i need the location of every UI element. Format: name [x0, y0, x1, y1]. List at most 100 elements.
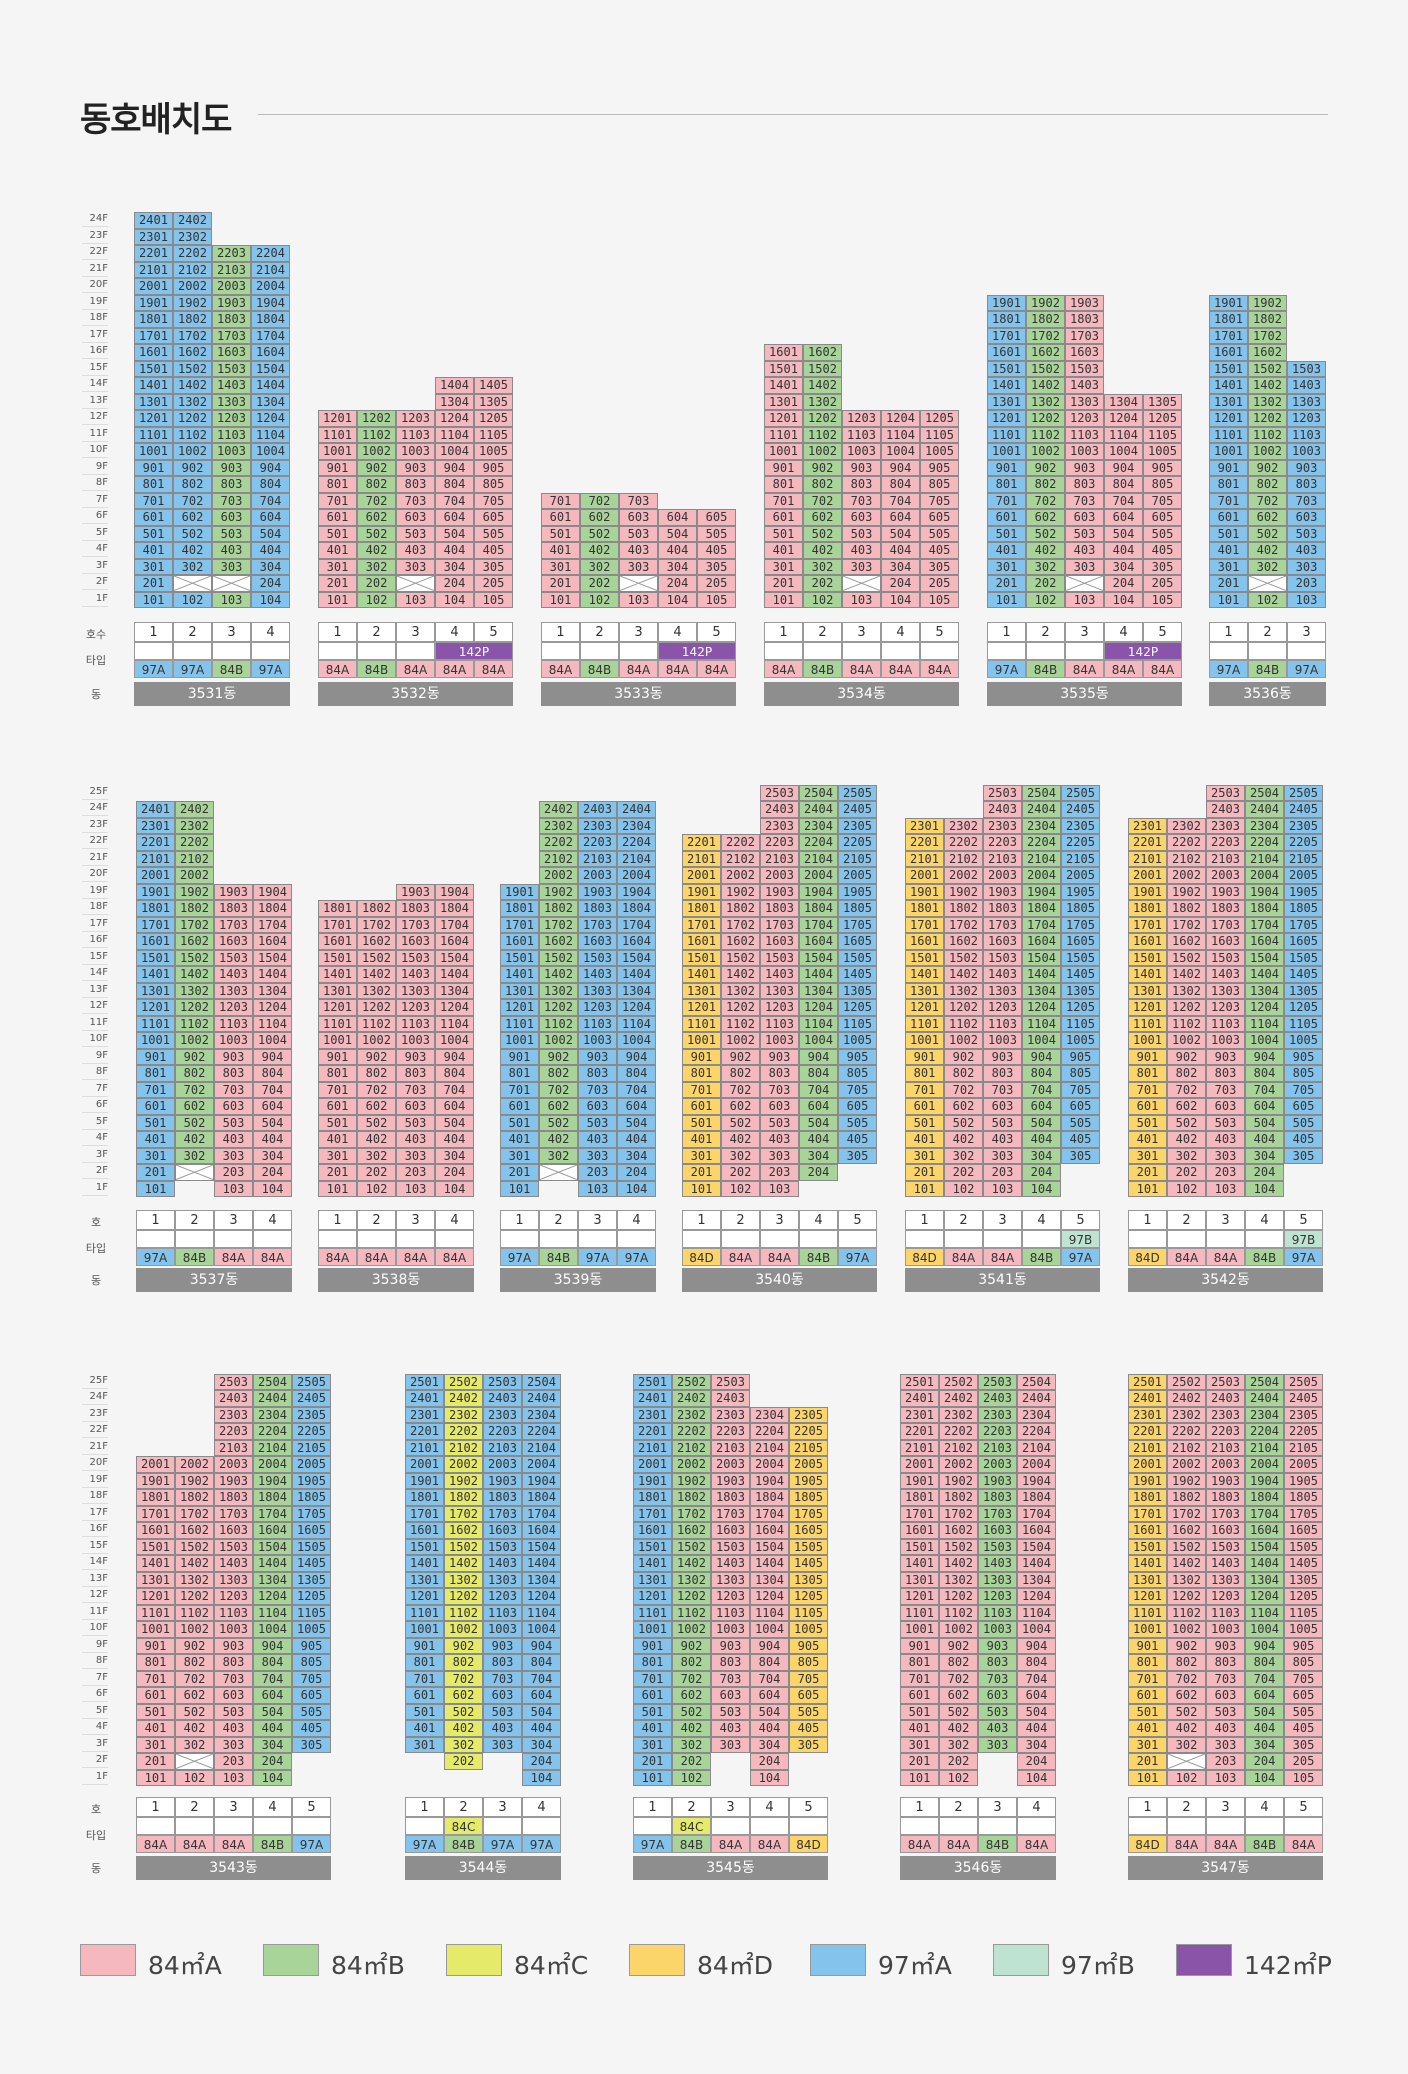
unit-cell: 103	[214, 1180, 253, 1197]
unit-cell: 2301	[900, 1406, 939, 1423]
unit-cell: 801	[405, 1654, 444, 1671]
unit-cell: 1804	[1022, 900, 1061, 917]
unit-cell: 503	[578, 1114, 617, 1131]
unit-cell: 1904	[617, 883, 656, 900]
unit-cell: 1202	[175, 1588, 214, 1605]
unit-cell: 1903	[1206, 883, 1245, 900]
unit-cell: 1703	[396, 916, 435, 933]
unit-cell: 401	[987, 542, 1026, 559]
unit-cell: 1201	[682, 999, 721, 1016]
unit-cell: 501	[764, 525, 803, 542]
unit-cell: 2201	[134, 245, 173, 262]
unit-cell: 905	[1284, 1048, 1323, 1065]
unit-cell: 205	[697, 575, 736, 592]
unit-cell: 2201	[900, 1423, 939, 1440]
unit-cell: 1902	[939, 1472, 978, 1489]
unit-cell: 104	[881, 591, 920, 608]
unit-cell: 1305	[1284, 1571, 1323, 1588]
unit-cell: 2301	[633, 1406, 672, 1423]
unit-cell: 1604	[251, 344, 290, 361]
unit-cell: 304	[435, 1147, 474, 1164]
unit-cell: 802	[721, 1065, 760, 1082]
type-blank	[175, 1817, 214, 1835]
ho-number: 5	[1284, 1210, 1323, 1230]
ho-number: 3	[214, 1797, 253, 1817]
type-blank	[944, 1230, 983, 1248]
unit-cell: 302	[672, 1736, 711, 1753]
unit-cell: 301	[136, 1147, 175, 1164]
unit-cell: 1101	[1209, 426, 1248, 443]
unit-cell: 2105	[1284, 850, 1323, 867]
unit-cell: 2004	[522, 1456, 561, 1473]
unit-cell: 103	[842, 591, 881, 608]
unit-cell: 1304	[1022, 982, 1061, 999]
unit-cell: 101	[136, 1180, 175, 1197]
unit-cell: 502	[175, 1703, 214, 1720]
unit-cell: 201	[905, 1164, 944, 1181]
unit-cell: 1305	[292, 1571, 331, 1588]
unit-cell: 604	[1245, 1098, 1284, 1115]
type-blank	[633, 1817, 672, 1835]
ho-number: 2	[803, 622, 842, 642]
type-blank	[1167, 1230, 1206, 1248]
unit-cell: 1304	[435, 982, 474, 999]
unit-cell: 2104	[1022, 850, 1061, 867]
unit-cell: 2404	[522, 1390, 561, 1407]
type-cell: 84B	[803, 660, 842, 678]
unit-cell: 1202	[1167, 999, 1206, 1016]
unit-cell: 1205	[920, 410, 959, 427]
unit-cell: 1104	[750, 1604, 789, 1621]
unit-cell: 1702	[173, 327, 212, 344]
unit-cell: 1901	[500, 883, 539, 900]
unit-cell: 1401	[1209, 377, 1248, 394]
unit-cell: 2304	[253, 1406, 292, 1423]
unit-cell: 1002	[1167, 1032, 1206, 1049]
unit-cell: 603	[396, 509, 435, 526]
unit-cell: 1302	[944, 982, 983, 999]
unit-cell: 1101	[1128, 1604, 1167, 1621]
unit-cell: 1504	[1245, 949, 1284, 966]
unit-cell: 1103	[396, 1015, 435, 1032]
unit-cell: 2303	[760, 817, 799, 834]
unit-cell: 1803	[214, 1489, 253, 1506]
unit-cell: 1802	[175, 1489, 214, 1506]
unit-cell: 404	[799, 1131, 838, 1148]
unit-cell: 1004	[1245, 1621, 1284, 1638]
unit-cell: 803	[760, 1065, 799, 1082]
unit-cell: 1705	[1061, 916, 1100, 933]
unit-cell: 903	[711, 1637, 750, 1654]
unit-cell: 202	[721, 1164, 760, 1181]
unit-cell: 304	[1104, 558, 1143, 575]
unit-cell: 202	[1026, 575, 1065, 592]
unit-cell: 1502	[944, 949, 983, 966]
unit-cell: 503	[396, 525, 435, 542]
unit-cell: 104	[435, 591, 474, 608]
unit-cell: 805	[292, 1654, 331, 1671]
unit-cell: 301	[905, 1147, 944, 1164]
type-cell: 84A	[619, 660, 658, 678]
floor-label: 21F	[82, 262, 108, 277]
unit-cell: 1302	[803, 393, 842, 410]
unit-cell: 804	[881, 476, 920, 493]
unit-cell: 304	[522, 1736, 561, 1753]
unit-cell: 603	[1206, 1098, 1245, 1115]
unit-cell: 301	[633, 1736, 672, 1753]
unit-cell: 301	[764, 558, 803, 575]
unit-cell: 1802	[1248, 311, 1287, 328]
type-cell: 84A	[1206, 1835, 1245, 1853]
unit-cell: 2101	[900, 1439, 939, 1456]
unit-cell: 1201	[905, 999, 944, 1016]
unit-cell: 2403	[760, 801, 799, 818]
unit-cell: 2404	[1022, 801, 1061, 818]
unit-cell: 705	[920, 492, 959, 509]
unit-cell: 1703	[983, 916, 1022, 933]
unit-cell: 2202	[672, 1423, 711, 1440]
unit-cell: 1703	[214, 1505, 253, 1522]
unit-cell: 503	[983, 1114, 1022, 1131]
unit-cell: 2504	[1245, 784, 1284, 801]
unit-cell: 1201	[764, 410, 803, 427]
unit-cell: 1001	[318, 1032, 357, 1049]
floor-label: 17F	[82, 1506, 108, 1521]
unit-cell: 904	[522, 1637, 561, 1654]
type-blank	[1287, 642, 1326, 660]
